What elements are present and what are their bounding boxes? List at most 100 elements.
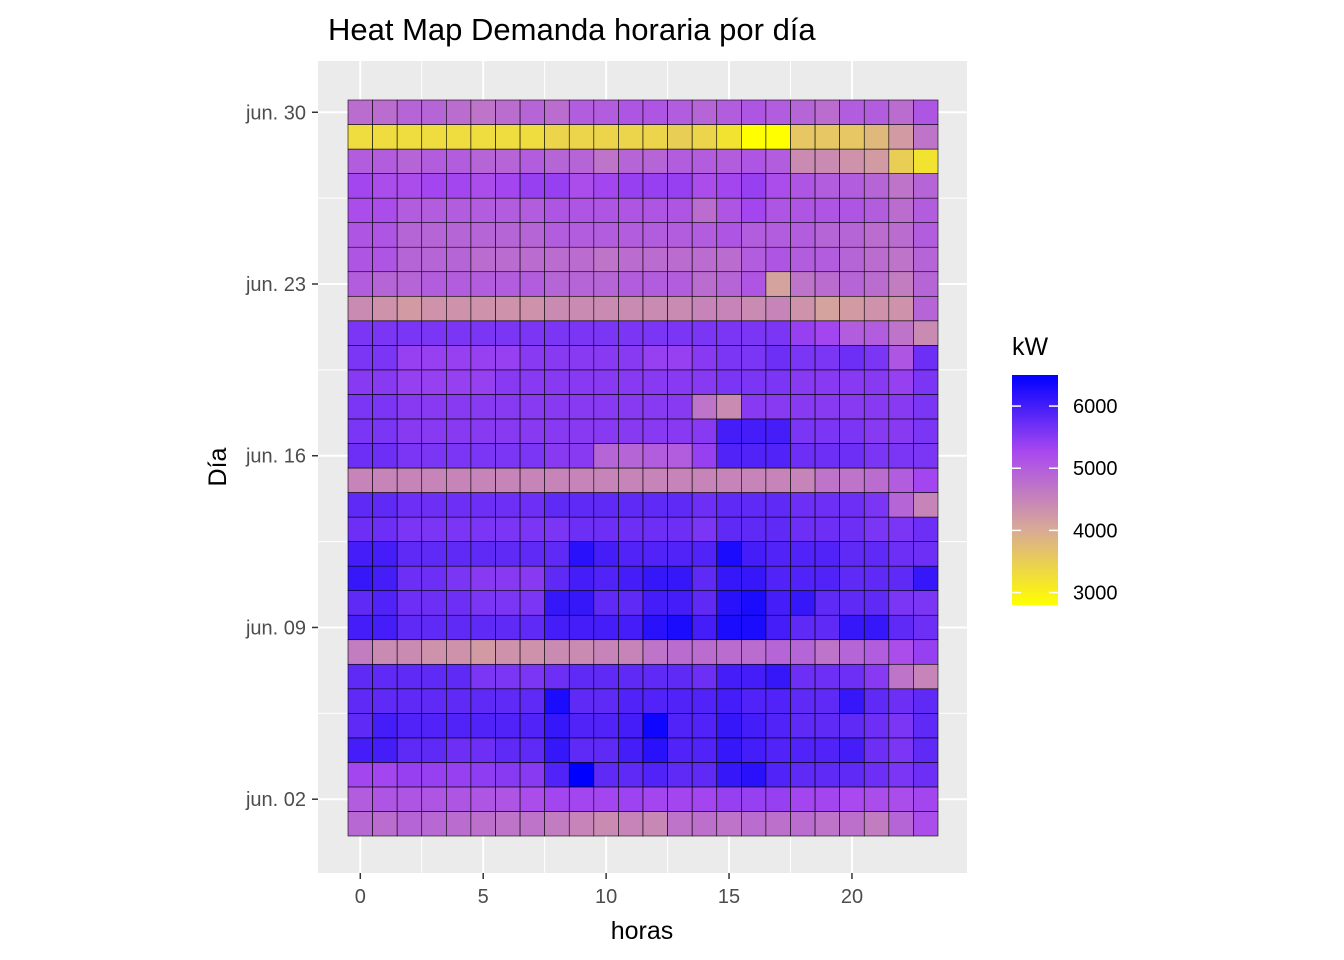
heatmap-cell <box>519 418 545 444</box>
heatmap-cell <box>765 148 791 174</box>
heatmap-cell <box>372 688 398 714</box>
heatmap-cell <box>372 541 398 567</box>
heatmap-cell <box>544 639 570 665</box>
heatmap-cell <box>421 737 447 763</box>
heatmap-cell <box>716 197 742 223</box>
heatmap-cell <box>347 516 373 542</box>
heatmap-cell <box>765 99 791 125</box>
heatmap-cell <box>790 516 816 542</box>
heatmap-cell <box>642 418 668 444</box>
heatmap-cell <box>741 516 767 542</box>
heatmap-cell <box>642 345 668 371</box>
heatmap-cell <box>642 762 668 788</box>
heatmap-cell <box>495 737 521 763</box>
heatmap-cell <box>814 222 840 248</box>
heatmap-cell <box>470 197 496 223</box>
heatmap-cell <box>814 148 840 174</box>
heatmap-cell <box>372 565 398 591</box>
heatmap-cell <box>741 786 767 812</box>
heatmap-cell <box>593 222 619 248</box>
heatmap-cell <box>618 246 644 273</box>
heatmap-cell <box>790 639 816 665</box>
heatmap-cell <box>839 467 865 493</box>
heatmap-cell <box>716 295 742 322</box>
heatmap-cell <box>495 565 521 591</box>
heatmap-cell <box>691 590 718 616</box>
heatmap-cell <box>618 443 644 469</box>
heatmap-cell <box>765 811 791 837</box>
heatmap-cell <box>642 614 668 641</box>
heatmap-cell <box>716 173 742 199</box>
heatmap-cell <box>741 271 767 297</box>
heatmap-cell <box>888 737 914 763</box>
heatmap-cell <box>863 320 890 346</box>
heatmap-cell <box>347 295 373 322</box>
heatmap-cell <box>839 786 865 812</box>
heatmap-cell <box>593 295 619 322</box>
heatmap-cell <box>618 492 644 518</box>
heatmap-cell <box>347 639 373 665</box>
heatmap-cell <box>765 565 791 591</box>
heatmap-cell <box>618 516 644 542</box>
heatmap-cell <box>741 394 767 420</box>
heatmap-cell <box>446 713 472 739</box>
heatmap-cell <box>396 590 423 616</box>
heatmap-cell <box>544 614 570 641</box>
heatmap-cell <box>446 148 472 174</box>
heatmap-cell <box>544 271 570 297</box>
heatmap-cell <box>421 173 447 199</box>
heatmap-cell <box>372 590 398 616</box>
heatmap-cell <box>396 197 423 223</box>
y-tick-label: jun. 30 <box>245 102 306 124</box>
heatmap-cell <box>446 271 472 297</box>
heatmap-cell <box>765 492 791 518</box>
heatmap-cell <box>716 246 742 273</box>
heatmap-cell <box>519 639 545 665</box>
heatmap-cell <box>863 443 890 469</box>
heatmap-cell <box>716 124 742 150</box>
heatmap-cell <box>691 124 718 150</box>
heatmap-cell <box>470 271 496 297</box>
heatmap-cell <box>765 271 791 297</box>
heatmap-cell <box>888 614 914 641</box>
heatmap-cell <box>667 786 693 812</box>
heatmap-cell <box>691 148 718 174</box>
heatmap-cell <box>667 443 693 469</box>
heatmap-cell <box>765 295 791 322</box>
heatmap-cell <box>568 246 595 273</box>
heatmap-cell <box>618 173 644 199</box>
heatmap-cell <box>568 541 595 567</box>
heatmap-cell <box>470 663 496 690</box>
heatmap-cell <box>470 369 496 395</box>
heatmap-cell <box>642 565 668 591</box>
heatmap-cell <box>470 492 496 518</box>
heatmap-cell <box>421 222 447 248</box>
heatmap-cell <box>618 762 644 788</box>
heatmap-cell <box>888 345 914 371</box>
heatmap-cell <box>691 345 718 371</box>
heatmap-cell <box>347 443 373 469</box>
heatmap-cell <box>421 99 447 125</box>
x-tick-label: 0 <box>355 886 366 908</box>
heatmap-cell <box>544 516 570 542</box>
y-tick-label: jun. 16 <box>245 446 306 468</box>
heatmap-cell <box>814 639 840 665</box>
heatmap-cell <box>913 614 939 641</box>
heatmap-cell <box>568 492 595 518</box>
heatmap-cell <box>913 565 939 591</box>
heatmap-cell <box>863 271 890 297</box>
heatmap-cell <box>716 99 742 125</box>
heatmap-cell <box>519 541 545 567</box>
heatmap-cell <box>839 99 865 125</box>
heatmap-cell <box>593 418 619 444</box>
heatmap-cell <box>741 639 767 665</box>
heatmap-cell <box>642 541 668 567</box>
heatmap-cell <box>568 320 595 346</box>
heatmap-cell <box>888 688 914 714</box>
heatmap-cell <box>495 541 521 567</box>
heatmap-cell <box>446 99 472 125</box>
heatmap-cell <box>618 541 644 567</box>
heatmap-cell <box>544 713 570 739</box>
heatmap-cell <box>544 590 570 616</box>
